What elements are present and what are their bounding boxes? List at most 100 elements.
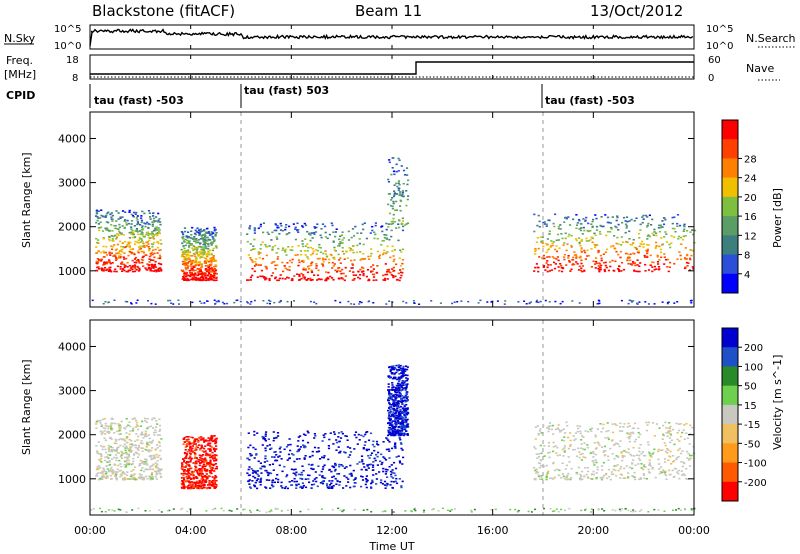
velocity-scatter-cell: [140, 474, 143, 476]
power-scatter-cell: [561, 270, 564, 273]
power-scatter-cell: [197, 272, 200, 275]
velocity-scatter-cell: [682, 473, 685, 475]
power-scatter-cell: [192, 249, 195, 251]
power-ground-cell: [554, 300, 557, 303]
power-scatter-cell: [385, 234, 388, 236]
power-scatter-cell: [380, 244, 383, 246]
velocity-scatter-cell: [392, 413, 395, 416]
power-ground-cell: [339, 301, 342, 304]
power-scatter-cell: [395, 263, 398, 266]
power-scatter-cell: [649, 264, 652, 266]
power-scatter-cell: [188, 246, 191, 249]
power-scatter-cell: [637, 251, 640, 254]
velocity-scatter-cell: [382, 441, 385, 443]
power-scatter-cell: [591, 220, 594, 223]
power-scatter-cell: [123, 220, 126, 222]
velocity-scatter-cell: [306, 430, 309, 433]
power-scatter-cell: [548, 219, 551, 222]
power-scatter-cell: [135, 211, 138, 214]
velocity-scatter-cell: [271, 463, 275, 465]
velocity-scatter-cell: [200, 445, 203, 447]
velocity-scatter-cell: [99, 430, 102, 433]
power-scatter-cell: [144, 225, 147, 228]
velocity-scatter-cell: [291, 453, 294, 455]
power-scatter-cell: [196, 239, 199, 242]
velocity-scatter-cell: [631, 467, 634, 470]
power-scatter-cell: [393, 258, 396, 261]
velocity-scatter-cell: [124, 440, 127, 442]
velocity-scatter-cell: [116, 468, 119, 471]
velocity-scatter-cell: [132, 428, 135, 431]
power-scatter-cell: [158, 231, 161, 233]
power-scatter-cell: [382, 253, 385, 256]
nsearch-label: N.Search: [746, 32, 796, 45]
power-scatter-cell: [395, 279, 399, 281]
velocity-scatter-cell: [385, 484, 388, 487]
power-scatter-cell: [265, 266, 268, 268]
velocity-scatter-cell: [384, 468, 387, 471]
velocity-scatter-cell: [337, 473, 340, 475]
velocity-scatter-cell: [290, 468, 293, 471]
power-scatter-cell: [583, 249, 586, 252]
velocity-scatter-cell: [399, 461, 402, 464]
velocity-scatter-cell: [609, 478, 612, 481]
power-scatter-cell: [194, 263, 197, 266]
power-scatter-cell: [383, 252, 386, 254]
velocity-scatter-cell: [406, 379, 409, 382]
power-scatter-cell: [196, 227, 199, 229]
velocity-scatter-cell: [614, 465, 617, 467]
velocity-scatter-cell: [119, 463, 122, 465]
velocity-scatter-cell: [254, 448, 257, 451]
power-scatter-cell: [211, 236, 214, 238]
power-scatter-cell: [401, 217, 404, 220]
power-colorbar-swatch: [722, 120, 738, 140]
velocity-scatter-cell: [611, 431, 615, 434]
velocity-scatter-cell: [690, 454, 693, 457]
velocity-scatter-cell: [596, 441, 599, 444]
velocity-scatter-cell: [576, 425, 579, 427]
power-scatter-cell: [212, 237, 215, 240]
velocity-scatter-cell: [158, 430, 161, 432]
velocity-scatter-cell: [154, 429, 157, 431]
power-scatter-cell: [200, 275, 203, 278]
velocity-scatter-cell: [534, 477, 537, 480]
power-scatter-cell: [284, 249, 287, 252]
velocity-scatter-cell: [270, 484, 274, 486]
velocity-scatter-cell: [613, 457, 616, 460]
power-scatter-cell: [396, 193, 399, 195]
velocity-scatter-cell: [130, 463, 133, 466]
power-scatter-cell: [153, 229, 156, 232]
velocity-scatter-cell: [110, 477, 113, 480]
power-scatter-cell: [291, 279, 294, 281]
velocity-scatter-cell: [202, 461, 206, 464]
velocity-scatter-cell: [344, 435, 347, 437]
velocity-scatter-cell: [584, 467, 587, 469]
power-scatter-cell: [332, 257, 335, 259]
velocity-scatter-cell: [207, 476, 210, 478]
velocity-scatter-cell: [199, 485, 202, 488]
power-scatter-cell: [186, 279, 189, 282]
power-scatter-cell: [567, 255, 570, 257]
power-scatter-cell: [101, 215, 104, 218]
velocity-scatter-cell: [205, 440, 208, 442]
velocity-scatter-cell: [317, 447, 320, 449]
velocity-scatter-cell: [253, 434, 256, 436]
velocity-scatter-cell: [406, 425, 409, 427]
power-scatter-cell: [111, 246, 114, 248]
power-scatter-cell: [629, 243, 632, 246]
velocity-scatter-cell: [403, 404, 406, 407]
power-colorbar-tick-label: 20: [744, 193, 757, 204]
velocity-scatter-cell: [159, 473, 162, 475]
velocity-scatter-cell: [140, 477, 143, 479]
power-scatter-cell: [199, 243, 202, 245]
velocity-scatter-cell: [151, 439, 154, 442]
power-scatter-cell: [549, 245, 553, 247]
power-ground-cell: [490, 301, 493, 303]
power-scatter-cell: [133, 266, 136, 268]
power-scatter-cell: [186, 249, 190, 252]
power-scatter-cell: [148, 239, 151, 242]
power-scatter-cell: [202, 246, 205, 248]
velocity-scatter-cell: [295, 471, 298, 474]
velocity-scatter-cell: [392, 408, 395, 410]
power-scatter-cell: [401, 271, 404, 274]
